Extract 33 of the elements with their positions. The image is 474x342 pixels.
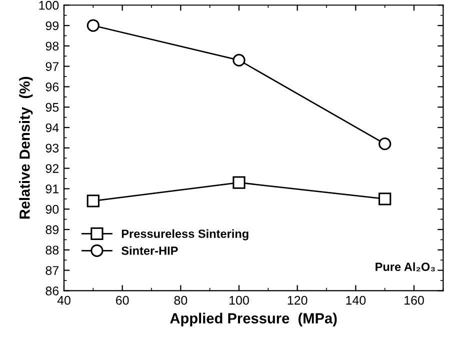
y-tick-label: 90 — [46, 204, 59, 214]
y-tick-label: 92 — [46, 164, 59, 173]
x-tick-label: 140 — [346, 296, 366, 305]
y-tick-label: 88 — [46, 246, 59, 255]
y-tick-label: 97 — [46, 62, 59, 71]
point — [232, 176, 246, 189]
x-axis-title: Applied Pressure (MPa) — [170, 312, 337, 326]
x-tick-label: 100 — [230, 296, 249, 305]
point — [378, 192, 392, 206]
annotation: Pure Al₂O₃ — [376, 262, 435, 272]
point — [86, 19, 100, 32]
y-tick-label: 91 — [46, 184, 59, 194]
legend-label: Pressureless Sintering — [122, 229, 248, 240]
x-tick-label: 80 — [174, 296, 188, 305]
y-tick-label: 93 — [46, 144, 59, 153]
y-tick-label: 98 — [46, 42, 59, 51]
x-tick-label: 40 — [57, 296, 70, 305]
y-tick-label: 100 — [39, 0, 59, 10]
y-tick-label: 86 — [46, 286, 59, 296]
y-axis-title: Relative Density (%) — [19, 76, 33, 219]
point — [232, 54, 246, 67]
point — [378, 138, 392, 150]
x-tick-label: 120 — [288, 296, 308, 305]
point — [86, 194, 100, 208]
y-tick-label: 89 — [46, 225, 59, 234]
y-tick-label: 96 — [46, 82, 59, 92]
y-tick-label: 95 — [46, 102, 59, 112]
x-tick-label: 60 — [116, 296, 129, 305]
legend-label: Sinter-HIP — [121, 246, 178, 255]
y-tick-label: 94 — [46, 123, 59, 132]
y-tick-label: 99 — [46, 21, 59, 30]
y-tick-label: 87 — [46, 266, 59, 275]
x-tick-label: 160 — [404, 296, 424, 305]
